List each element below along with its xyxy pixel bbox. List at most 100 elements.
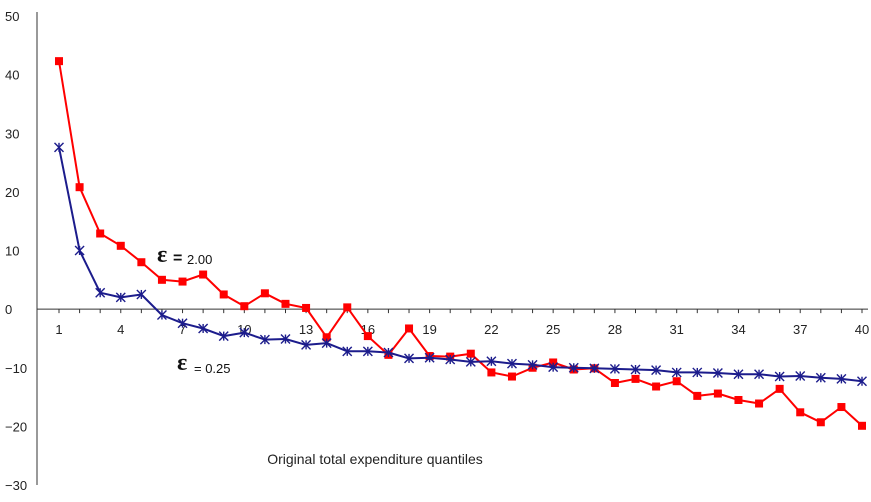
data-point	[259, 334, 270, 345]
data-point	[712, 368, 723, 379]
data-point	[55, 57, 63, 66]
data-point	[280, 334, 291, 345]
data-point	[487, 368, 496, 377]
data-point	[837, 403, 846, 412]
x-tick-label: 1	[55, 322, 62, 337]
data-point	[302, 303, 311, 312]
data-point	[178, 277, 187, 286]
data-point	[610, 378, 619, 387]
data-point	[405, 324, 414, 333]
data-point	[754, 369, 765, 380]
data-point	[445, 354, 456, 365]
data-point	[815, 372, 826, 383]
y-tick-label: −30	[5, 478, 27, 493]
data-point	[54, 142, 64, 153]
data-point	[652, 382, 661, 391]
data-point	[424, 352, 435, 363]
y-tick-label: 10	[5, 244, 19, 259]
data-point	[239, 327, 250, 338]
x-tick-label: 25	[546, 322, 560, 337]
data-point	[630, 364, 641, 375]
data-point	[240, 302, 249, 311]
x-tick-label: 28	[608, 322, 622, 337]
x-tick-label: 31	[669, 322, 683, 337]
data-point	[775, 384, 784, 393]
x-tick-label: 4	[117, 322, 124, 337]
data-point	[527, 359, 538, 370]
data-point	[631, 374, 640, 383]
data-point	[733, 369, 744, 380]
data-point	[774, 371, 785, 382]
y-tick-label: 50	[5, 9, 19, 24]
data-point	[609, 363, 620, 374]
epsilon-symbol: ε	[177, 350, 187, 376]
data-point	[116, 241, 125, 250]
data-point	[466, 349, 475, 358]
series-line	[58, 147, 863, 383]
data-point	[342, 346, 353, 357]
data-point	[672, 377, 681, 386]
data-point	[301, 339, 312, 350]
y-tick-label: 30	[5, 126, 19, 141]
data-point	[651, 365, 662, 376]
data-point	[795, 370, 806, 381]
data-point	[507, 372, 516, 381]
data-point	[486, 356, 497, 367]
x-tick-label: 13	[299, 322, 313, 337]
data-point	[96, 229, 105, 238]
series-group	[54, 57, 867, 430]
data-point	[836, 373, 847, 384]
data-point	[506, 358, 517, 369]
data-point	[692, 367, 703, 378]
x-tick-label: 19	[422, 322, 436, 337]
data-point	[177, 318, 188, 329]
x-axis-title: Original total expenditure quantiles	[267, 451, 483, 467]
x-tick-label: 22	[484, 322, 498, 337]
data-point	[322, 333, 331, 342]
data-point	[260, 289, 269, 298]
data-point	[404, 353, 415, 364]
data-point	[755, 399, 764, 408]
data-point	[219, 290, 228, 299]
data-point	[198, 323, 209, 334]
series-line	[58, 60, 863, 427]
data-point	[465, 356, 476, 367]
series-label-value: 2.00	[187, 252, 212, 267]
y-tick-label: 20	[5, 185, 19, 200]
y-tick-label: 40	[5, 68, 19, 83]
series-eps-2-00	[55, 57, 866, 430]
data-point	[343, 303, 352, 312]
data-point	[362, 346, 373, 357]
y-tick-label: −20	[5, 419, 27, 434]
data-point	[157, 275, 166, 284]
series-eps-0-25	[54, 142, 867, 387]
epsilon-symbol: ε	[157, 242, 167, 268]
data-point	[136, 289, 147, 300]
data-point	[734, 395, 743, 404]
data-point	[548, 362, 559, 373]
data-point	[671, 367, 682, 378]
data-point	[199, 270, 208, 279]
equals-sign: =	[173, 250, 182, 267]
y-axis-ticks: 50 40 30 20 10 0 −10 −20 −30	[5, 9, 27, 493]
x-axis-ticks: 1 4 7 10 13 16 19 22 25 28 31 34 37 40	[55, 322, 869, 337]
data-point	[95, 287, 106, 298]
data-point	[363, 332, 372, 341]
y-tick-label: −10	[5, 361, 27, 376]
series-label-red: ε = 2.00	[157, 242, 212, 268]
data-point	[816, 418, 825, 427]
x-tick-label: 34	[731, 322, 745, 337]
x-tick-label: 7	[179, 322, 186, 337]
data-point	[74, 245, 85, 256]
data-point	[115, 292, 126, 303]
y-tick-label: 0	[5, 302, 12, 317]
x-tick-label: 40	[855, 322, 869, 337]
data-point	[281, 299, 290, 308]
x-tick-label: 37	[793, 322, 807, 337]
data-point	[383, 347, 394, 358]
data-point	[321, 338, 332, 349]
series-label-blue: ε = 0.25	[177, 350, 231, 376]
data-point	[549, 358, 558, 367]
data-point	[218, 331, 229, 342]
